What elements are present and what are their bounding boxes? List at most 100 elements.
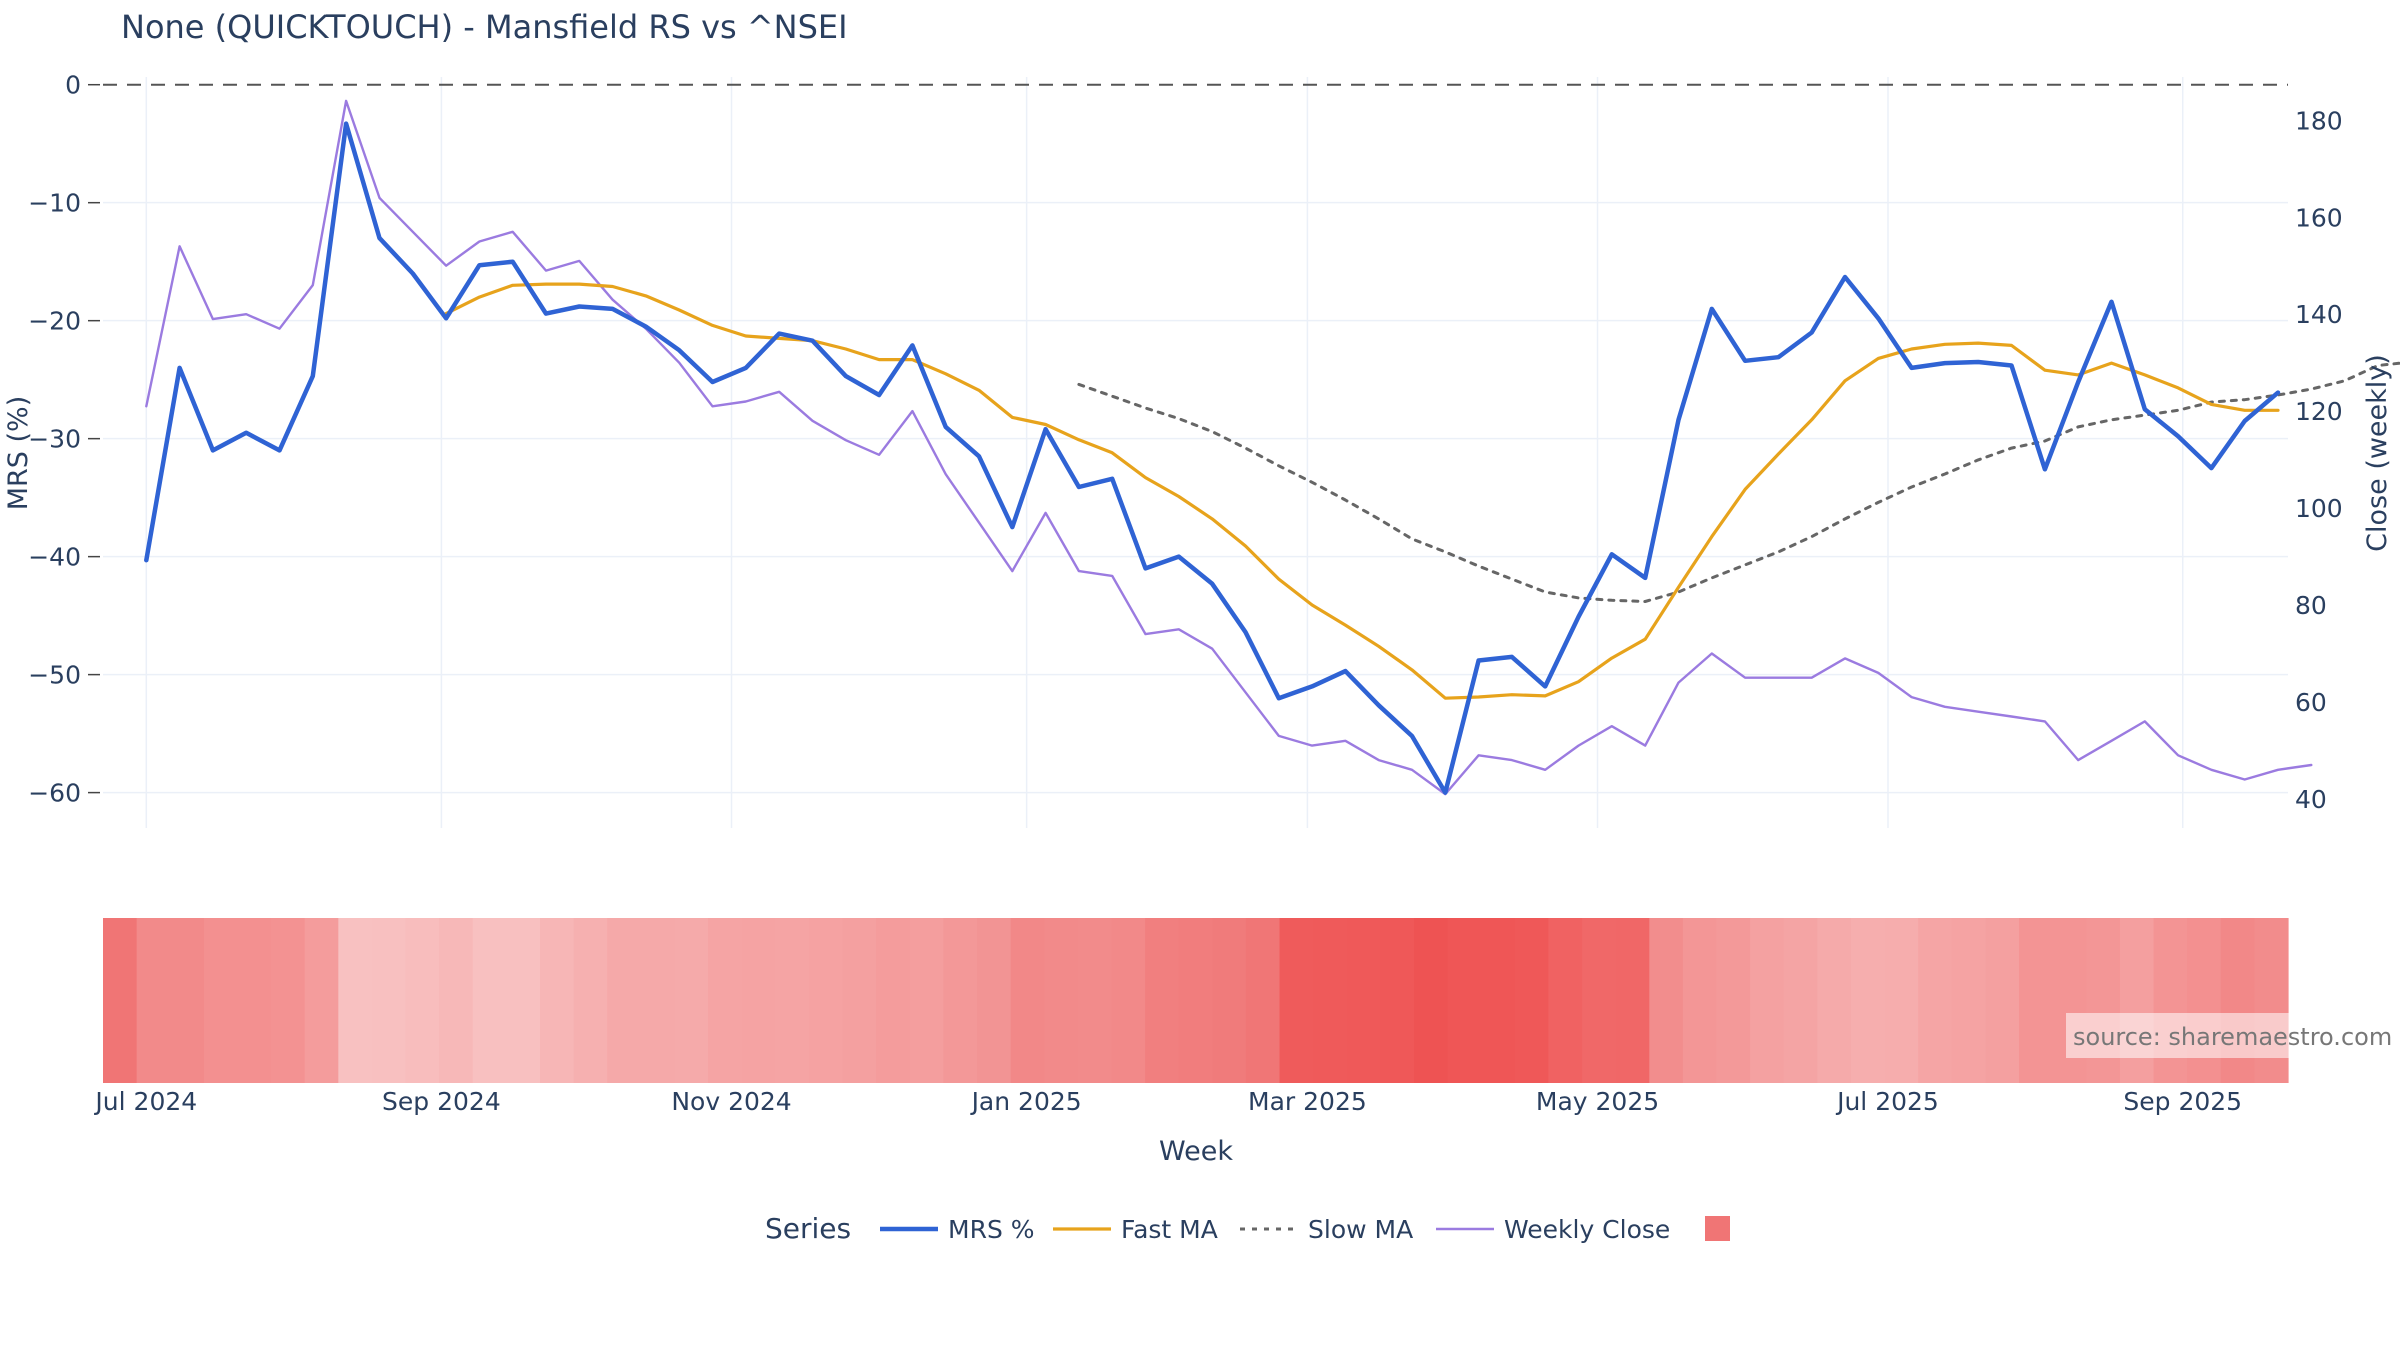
y-tick-label: −10: [28, 189, 81, 218]
x-axis-title: Week: [1159, 1136, 1233, 1167]
heatmap-cell: [674, 918, 709, 1083]
heatmap-cell: [842, 918, 877, 1083]
legend-label: MRS %: [948, 1215, 1035, 1244]
heatmap-cell: [2086, 918, 2121, 1083]
legend-title: Series: [765, 1212, 851, 1245]
grid-lines: [103, 77, 2288, 828]
heatmap-cell: [1649, 918, 1684, 1083]
heatmap-cell: [136, 918, 171, 1083]
x-tick-label: Jan 2025: [970, 1087, 1082, 1116]
heatmap-cell: [203, 918, 239, 1083]
heatmap-band: [103, 918, 2289, 1083]
heatmap-cell: [1414, 918, 1449, 1083]
heatmap-cell: [1615, 918, 1650, 1083]
legend-label: Fast MA: [1121, 1215, 1218, 1244]
y-axis-ticks: 0 −10 −20 −30 −40 −50 −60: [28, 71, 100, 808]
y2-tick-label: 100: [2295, 494, 2343, 523]
series-lines: [144, 99, 2400, 796]
heatmap-cell: [876, 918, 911, 1083]
y-tick-label: 0: [65, 71, 81, 100]
legend-item[interactable]: Fast MA: [1053, 1215, 1218, 1244]
legend-item-heatmap[interactable]: [1705, 1216, 1730, 1241]
legend-item[interactable]: Weekly Close: [1436, 1215, 1670, 1244]
heatmap-cell: [1514, 918, 1550, 1083]
heatmap-cell: [1346, 918, 1381, 1083]
series-line-slow-ma: [1077, 361, 2400, 603]
heatmap-cell: [1111, 918, 1146, 1083]
heatmap-cell: [1145, 918, 1180, 1083]
heatmap-cell: [977, 918, 1012, 1083]
series-line-fast-ma: [444, 282, 2280, 700]
heatmap-cell: [1447, 918, 1482, 1083]
heatmap-cell: [1951, 918, 1987, 1083]
heatmap-cell: [506, 918, 541, 1083]
legend-item[interactable]: MRS %: [880, 1215, 1035, 1244]
heatmap-cell: [103, 918, 138, 1083]
x-tick-label: Jul 2024: [93, 1087, 197, 1116]
legend-label: Weekly Close: [1504, 1215, 1670, 1244]
heatmap-cell: [943, 918, 978, 1083]
heatmap-cell: [170, 918, 205, 1083]
heatmap-cell: [237, 918, 272, 1083]
heatmap-cell: [405, 918, 440, 1083]
y-axis-title: MRS (%): [3, 396, 34, 511]
y2-tick-label: 80: [2295, 591, 2327, 620]
y-tick-label: −30: [28, 425, 81, 454]
heatmap-cell: [304, 918, 339, 1083]
heatmap-cell: [2119, 918, 2155, 1083]
heatmap-cell: [640, 918, 676, 1083]
y2-tick-label: 180: [2295, 106, 2343, 135]
y-tick-label: −20: [28, 307, 81, 336]
x-tick-label: Mar 2025: [1248, 1087, 1367, 1116]
heatmap-cell: [909, 918, 944, 1083]
heatmap-cell: [2254, 918, 2289, 1083]
y2-axis-title: Close (weekly): [2362, 354, 2393, 552]
heatmap-cell: [1716, 918, 1751, 1083]
source-label: source: sharemaestro.com: [2073, 1023, 2392, 1051]
heatmap-cell: [2052, 918, 2087, 1083]
heatmap-cell: [472, 918, 507, 1083]
heatmap-cell: [439, 918, 474, 1083]
y2-tick-label: 60: [2295, 688, 2327, 717]
heatmap-cell: [2019, 918, 2054, 1083]
y-tick-label: −60: [28, 779, 81, 808]
heatmap-cell: [607, 918, 642, 1083]
heatmap-cell: [1313, 918, 1348, 1083]
heatmap-cell: [1582, 918, 1617, 1083]
heatmap-cell: [1783, 918, 1818, 1083]
heatmap-cell: [1985, 918, 2020, 1083]
x-tick-label: Jul 2025: [1835, 1087, 1939, 1116]
legend: Series MRS % Fast MA Slow MA Weekly Close: [765, 1212, 1730, 1245]
heatmap-cell: [1884, 918, 1919, 1083]
legend-label: Slow MA: [1308, 1215, 1413, 1244]
heatmap-cell: [540, 918, 575, 1083]
heatmap-cell: [775, 918, 810, 1083]
series-line-mrs: [144, 121, 2281, 795]
series-line-weekly-close: [145, 99, 2313, 796]
heatmap-cell: [1548, 918, 1583, 1083]
y2-axis-ticks: 180 160 140 120 100 80 60 40: [2295, 106, 2343, 814]
heatmap-cell: [808, 918, 844, 1083]
heatmap-cell: [338, 918, 373, 1083]
x-axis-ticks: Jul 2024 Sep 2024 Nov 2024 Jan 2025 Mar 2025…: [93, 1087, 2242, 1116]
legend-heatmap-swatch: [1705, 1216, 1730, 1241]
y2-tick-label: 40: [2295, 785, 2327, 814]
legend-item[interactable]: Slow MA: [1240, 1215, 1413, 1244]
heatmap-cell: [2153, 918, 2188, 1083]
heatmap-cell: [1851, 918, 1886, 1083]
heatmap-cell: [2220, 918, 2255, 1083]
heatmap-cell: [1682, 918, 1718, 1083]
heatmap-cell: [1044, 918, 1079, 1083]
heatmap-cell: [1750, 918, 1785, 1083]
heatmap-cell: [1178, 918, 1213, 1083]
chart-title: None (QUICKTOUCH) - Mansfield RS vs ^NSE…: [121, 8, 848, 46]
heatmap-cell: [2187, 918, 2222, 1083]
heatmap-cell: [573, 918, 608, 1083]
heatmap-cell: [1212, 918, 1247, 1083]
heatmap-cell: [1077, 918, 1113, 1083]
heatmap-cell: [1279, 918, 1314, 1083]
y2-tick-label: 160: [2295, 203, 2343, 232]
y2-tick-label: 140: [2295, 300, 2343, 329]
